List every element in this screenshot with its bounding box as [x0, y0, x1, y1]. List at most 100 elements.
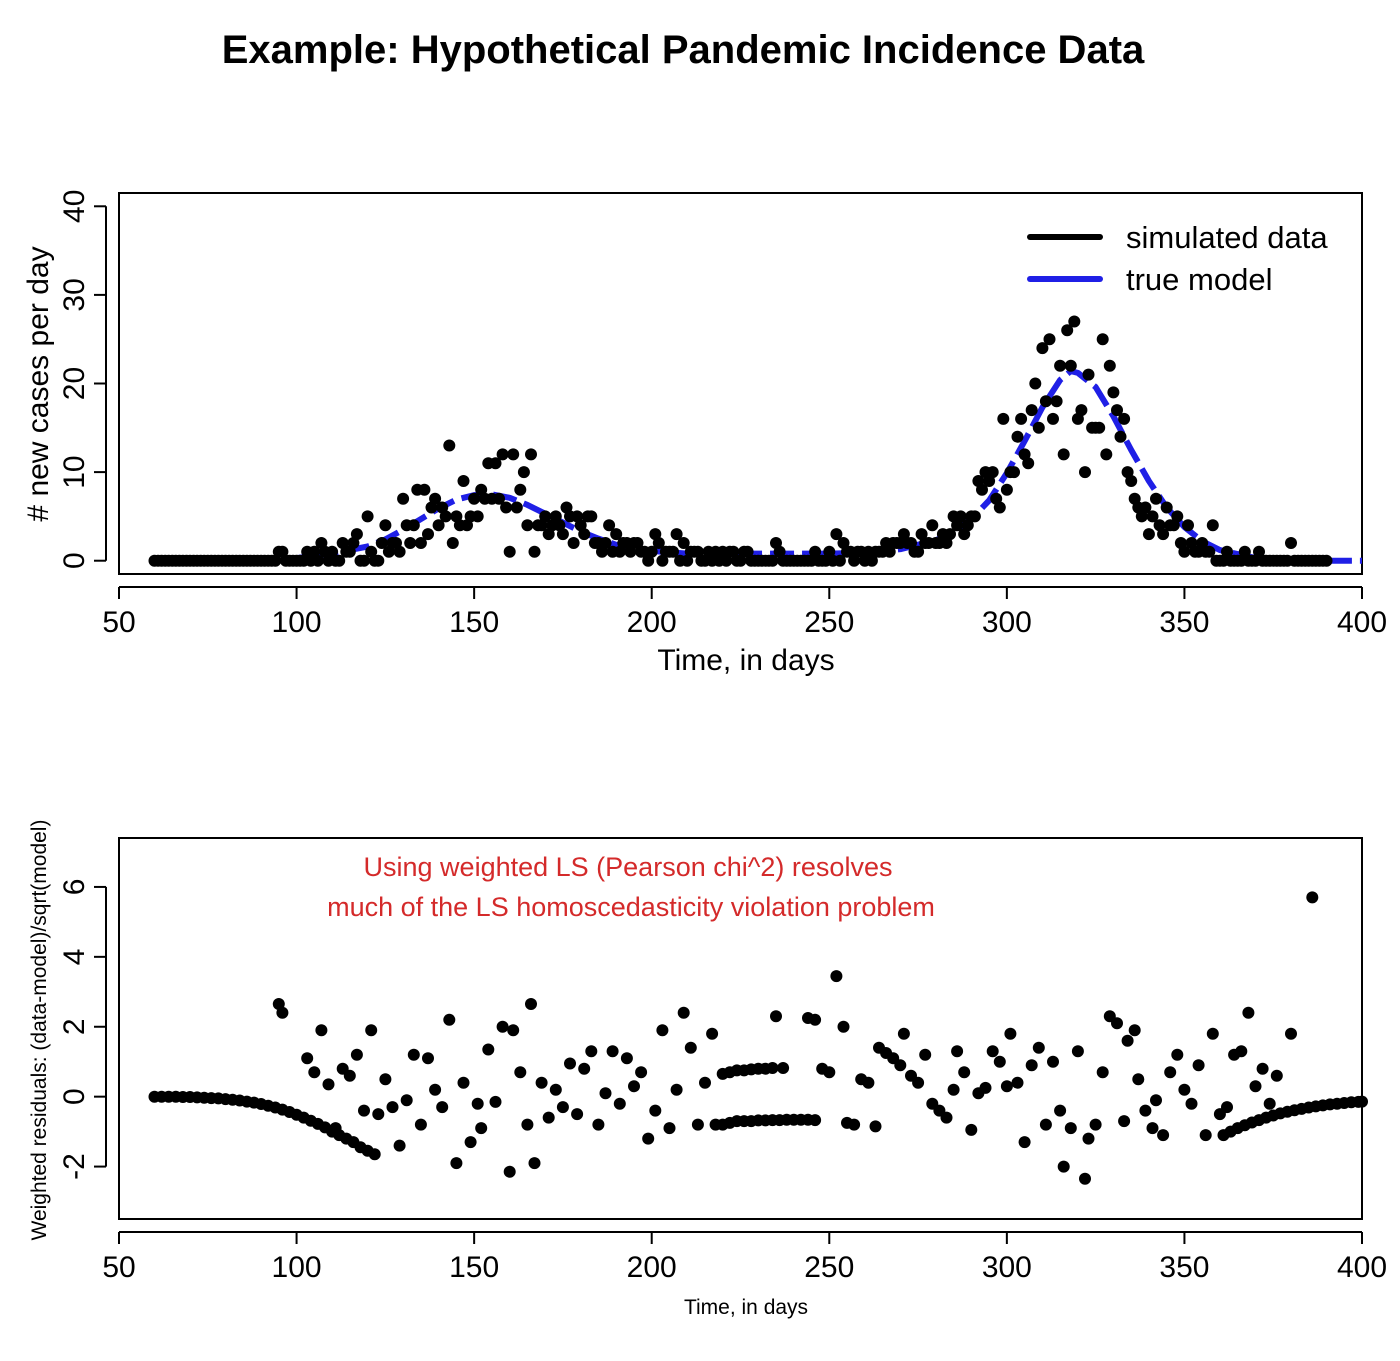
- data-point-residuals: [1270, 1069, 1283, 1082]
- data-point-residuals: [571, 1108, 584, 1121]
- data-point-residuals: [699, 1076, 711, 1089]
- data-point-residuals: [706, 1027, 719, 1040]
- data-point-incidence: [578, 528, 591, 541]
- data-point-residuals: [1256, 1062, 1269, 1075]
- data-point-residuals: [393, 1139, 406, 1152]
- data-point-residuals: [1004, 1027, 1017, 1040]
- x-tick-label: 300: [982, 606, 1032, 639]
- plot-frame-residuals: [118, 837, 1363, 1220]
- data-point-incidence: [1118, 412, 1131, 425]
- data-point-incidence: [457, 475, 470, 487]
- data-point-residuals: [407, 1048, 420, 1061]
- data-point-residuals: [691, 1118, 704, 1131]
- data-point-residuals: [471, 1097, 484, 1110]
- data-point-incidence: [1011, 430, 1024, 443]
- data-point-incidence: [1178, 545, 1191, 558]
- data-point-incidence: [1050, 395, 1063, 408]
- y-tick-label: 4: [58, 949, 91, 966]
- data-point-incidence: [1096, 333, 1109, 346]
- data-point-residuals: [464, 1136, 477, 1149]
- data-point-residuals: [986, 1045, 999, 1058]
- data-point-incidence: [1114, 430, 1127, 443]
- model-curve: [154, 368, 1362, 564]
- data-point-incidence: [361, 510, 374, 523]
- data-point-residuals: [1157, 1129, 1170, 1142]
- data-point-incidence: [1061, 324, 1074, 337]
- data-point-residuals: [830, 970, 843, 983]
- data-point-residuals: [1221, 1101, 1233, 1114]
- data-point-residuals: [1089, 1118, 1102, 1131]
- x-tick-label: 350: [1159, 1251, 1209, 1284]
- data-point-incidence: [414, 537, 427, 549]
- model-curve-line: [154, 368, 1362, 564]
- data-point-incidence: [1032, 421, 1045, 434]
- data-point-incidence: [1047, 412, 1059, 425]
- y-tick-label: 0: [58, 552, 91, 569]
- data-point-incidence: [1008, 466, 1020, 479]
- data-point-residuals: [1285, 1027, 1297, 1040]
- x-tick-label: 400: [1337, 606, 1387, 639]
- data-point-residuals: [1000, 1080, 1013, 1093]
- data-points-incidence: [148, 315, 1333, 567]
- data-point-residuals: [521, 1118, 534, 1131]
- data-point-incidence: [471, 510, 484, 523]
- data-point-residuals: [1011, 1076, 1024, 1089]
- data-point-residuals: [429, 1083, 442, 1096]
- data-point-residuals: [535, 1076, 548, 1089]
- data-point-residuals: [1306, 891, 1319, 904]
- data-point-incidence: [1039, 395, 1052, 408]
- data-point-residuals: [1178, 1083, 1191, 1096]
- data-point-residuals: [457, 1076, 470, 1089]
- data-point-incidence: [1022, 457, 1035, 470]
- data-point-incidence: [833, 554, 846, 567]
- data-point-residuals: [1082, 1132, 1095, 1145]
- data-point-residuals: [1242, 1006, 1255, 1019]
- data-point-residuals: [770, 1010, 782, 1023]
- y-tick-label: 0: [58, 1088, 91, 1105]
- data-point-incidence: [443, 439, 456, 452]
- x-tick-label: 150: [449, 1251, 499, 1284]
- data-point-residuals: [578, 1062, 591, 1075]
- data-point-incidence: [954, 510, 967, 523]
- data-point-residuals: [684, 1041, 697, 1054]
- data-point-residuals: [475, 1122, 488, 1135]
- data-point-residuals: [592, 1118, 605, 1131]
- data-point-incidence: [350, 528, 363, 541]
- x-tick-label: 200: [627, 1251, 677, 1284]
- data-point-incidence: [446, 537, 459, 549]
- data-point-residuals: [979, 1081, 992, 1094]
- data-point-incidence: [1285, 537, 1297, 549]
- x-tick-label: 300: [982, 1251, 1032, 1284]
- data-point-residuals: [379, 1073, 392, 1086]
- data-point-residuals: [670, 1083, 683, 1096]
- x-tick-label: 150: [449, 606, 499, 639]
- data-point-residuals: [1079, 1172, 1091, 1185]
- data-point-incidence: [418, 483, 431, 496]
- data-point-residuals: [663, 1122, 676, 1135]
- data-point-residuals: [556, 1101, 569, 1114]
- data-point-residuals: [443, 1013, 456, 1026]
- x-axis-label-residuals: Time, in days: [684, 1296, 808, 1319]
- data-point-residuals: [365, 1024, 378, 1037]
- data-point-residuals: [947, 1083, 960, 1096]
- data-point-incidence: [599, 537, 612, 549]
- data-point-incidence: [1142, 528, 1155, 541]
- data-point-residuals: [1235, 1045, 1248, 1058]
- data-point-residuals: [958, 1066, 971, 1079]
- data-point-incidence: [539, 510, 552, 523]
- data-point-incidence: [528, 545, 541, 558]
- data-point-residuals: [1111, 1017, 1123, 1030]
- data-point-incidence: [556, 528, 569, 541]
- data-point-incidence: [1093, 421, 1106, 434]
- data-point-incidence: [1171, 510, 1184, 523]
- y-tick-label: 40: [58, 190, 91, 223]
- data-point-incidence: [496, 448, 509, 461]
- data-point-residuals: [1128, 1024, 1141, 1037]
- data-point-incidence: [1150, 492, 1162, 505]
- data-point-incidence: [1157, 528, 1170, 541]
- data-point-residuals: [564, 1057, 576, 1070]
- data-point-incidence: [468, 492, 481, 505]
- data-point-incidence: [358, 554, 370, 567]
- data-point-incidence: [379, 519, 392, 532]
- data-point-incidence: [997, 412, 1010, 425]
